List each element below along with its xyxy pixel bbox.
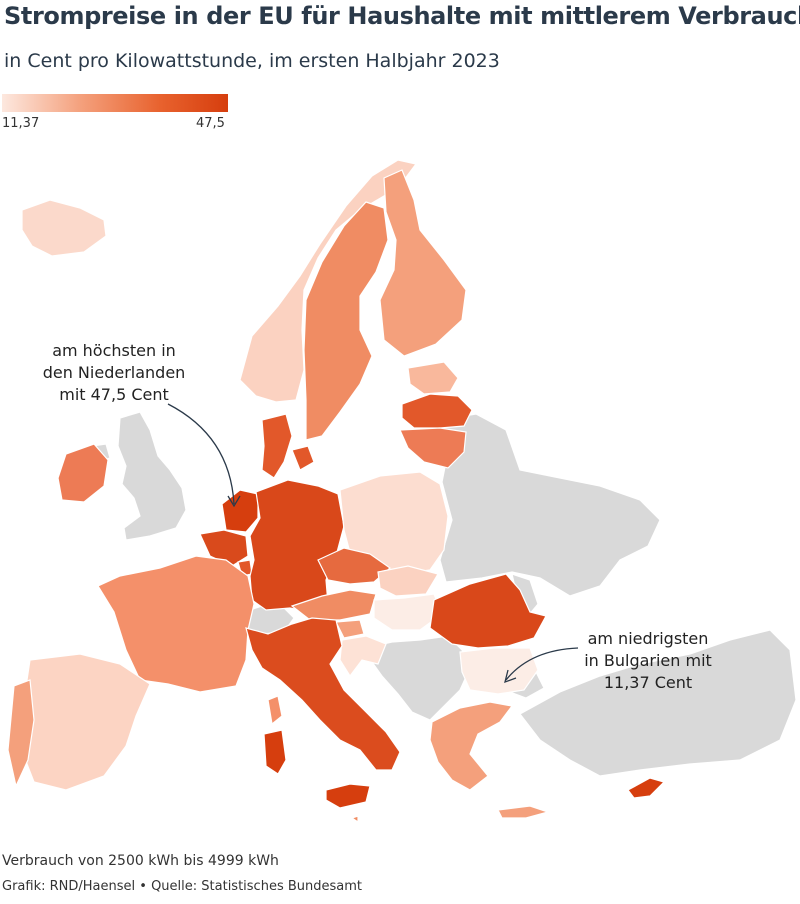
annotation-lowest-line3: 11,37 Cent: [603, 673, 693, 692]
footer-credits: Grafik: RND/Haensel • Quelle: Statistisc…: [2, 879, 362, 894]
country-denmark: [261, 413, 293, 479]
annotation-highest-line1: am höchsten in: [52, 341, 176, 360]
country-turkey: [519, 629, 797, 777]
country-sicily: [325, 783, 371, 809]
country-portugal: [7, 679, 35, 788]
color-scale-legend: [2, 94, 228, 112]
country-belgium: [199, 529, 249, 567]
legend-min-label: 11,37: [2, 116, 40, 131]
country-belarus-ukraine: [439, 413, 661, 597]
chart-subtitle: in Cent pro Kilowattstunde, im ersten Ha…: [4, 50, 500, 72]
country-crete: [497, 805, 551, 819]
country-finland: [379, 169, 467, 357]
legend-max-label: 47,5: [196, 116, 225, 131]
country-germany: [249, 479, 345, 613]
annotation-highest-line3: mit 47,5 Cent: [59, 385, 169, 404]
country-bulgaria: [459, 647, 539, 695]
country-france: [97, 555, 255, 693]
footer-source: Quelle: Statistisches Bundesamt: [151, 879, 362, 894]
country-sardinia: [263, 729, 287, 775]
country-lithuania: [399, 427, 467, 469]
country-malta: [350, 815, 359, 824]
country-estonia: [407, 361, 459, 395]
country-uk: [117, 411, 187, 541]
country-greece: [429, 701, 514, 791]
arrow-lowest: [505, 647, 579, 681]
country-slovakia: [377, 565, 439, 597]
europe-map: [7, 159, 797, 824]
annotation-highest: am höchsten in den Niederlanden mit 47,5…: [30, 340, 198, 406]
footer-separator: •: [139, 879, 147, 894]
annotation-lowest-line2: in Bulgarien mit: [584, 651, 712, 670]
country-norway: [239, 159, 418, 403]
country-denmark-islands: [291, 445, 315, 471]
footer-credit: Grafik: RND/Haensel: [2, 879, 136, 894]
country-romania: [429, 573, 547, 649]
country-ireland: [57, 443, 109, 503]
arrow-highest: [167, 403, 235, 505]
country-balkans: [365, 635, 471, 721]
country-sweden: [303, 201, 389, 441]
chart-title: Strompreise in der EU für Haushalte mit …: [4, 2, 800, 30]
country-slovenia: [335, 619, 365, 639]
arrow-lowest-head: [504, 669, 517, 684]
footer-note: Verbrauch von 2500 kWh bis 4999 kWh: [2, 853, 279, 869]
country-croatia: [339, 635, 387, 678]
country-cyprus: [627, 777, 666, 799]
country-italy: [245, 617, 401, 771]
annotation-lowest: am niedrigsten in Bulgarien mit 11,37 Ce…: [568, 628, 728, 694]
annotation-highest-line2: den Niederlanden: [42, 363, 186, 382]
country-latvia: [401, 393, 473, 429]
annotation-lowest-line1: am niedrigsten: [587, 629, 709, 648]
arrow-highest-head: [227, 495, 241, 508]
country-corsica: [267, 695, 283, 726]
country-spain: [19, 653, 151, 791]
country-iceland: [21, 199, 107, 257]
